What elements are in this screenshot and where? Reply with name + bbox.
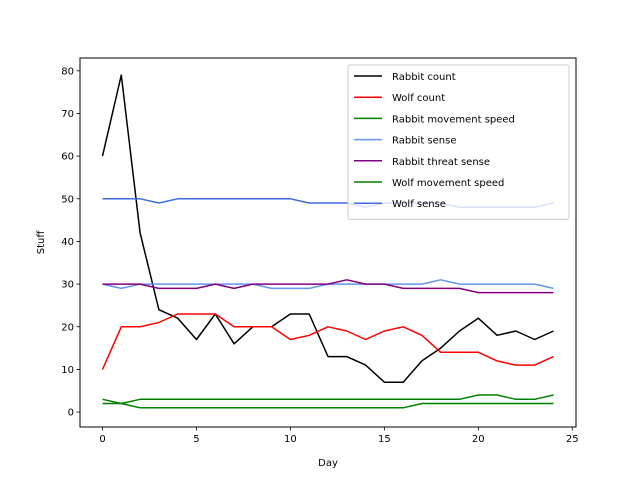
series-line-5 — [102, 402, 554, 409]
series-line-0 — [101, 74, 554, 383]
x-axis-label: Day — [318, 458, 338, 469]
y-tick-label: 50 — [61, 194, 74, 205]
x-tick-label: 25 — [566, 434, 579, 445]
x-tick-label: 10 — [284, 434, 297, 445]
axes: 0 5 10 15 20 25 0 10 20 30 40 50 60 70 80 — [61, 66, 578, 445]
legend-label: Rabbit threat sense — [392, 157, 490, 168]
legend-label: Wolf movement speed — [392, 178, 504, 189]
y-tick-label: 70 — [61, 109, 74, 120]
y-axis-label: Stuff — [36, 230, 47, 255]
x-tick-label: 20 — [472, 434, 485, 445]
series-line-4 — [102, 279, 554, 294]
y-tick-label: 80 — [61, 66, 74, 77]
legend-label: Rabbit sense — [392, 136, 457, 147]
x-tick-label: 15 — [378, 434, 391, 445]
series-line-1 — [101, 313, 554, 370]
y-tick-label: 40 — [61, 237, 74, 248]
legend-box — [347, 64, 570, 220]
legend-label: Rabbit count — [392, 72, 456, 83]
series-line-2 — [102, 394, 554, 405]
plot-frame — [79, 57, 577, 428]
x-tick-label: 5 — [193, 434, 199, 445]
y-tick-label: 60 — [61, 152, 74, 163]
y-tick-label: 0 — [68, 408, 74, 419]
y-tick-label: 20 — [61, 322, 74, 333]
y-tick-label: 10 — [61, 365, 74, 376]
legend-label: Wolf count — [392, 93, 445, 104]
x-tick-label: 0 — [99, 434, 105, 445]
legend-label: Rabbit movement speed — [392, 114, 515, 125]
legend: Rabbit count Wolf count Rabbit movement sp… — [347, 64, 570, 220]
y-tick-label: 30 — [61, 280, 74, 291]
legend-label: Wolf sense — [392, 199, 446, 210]
